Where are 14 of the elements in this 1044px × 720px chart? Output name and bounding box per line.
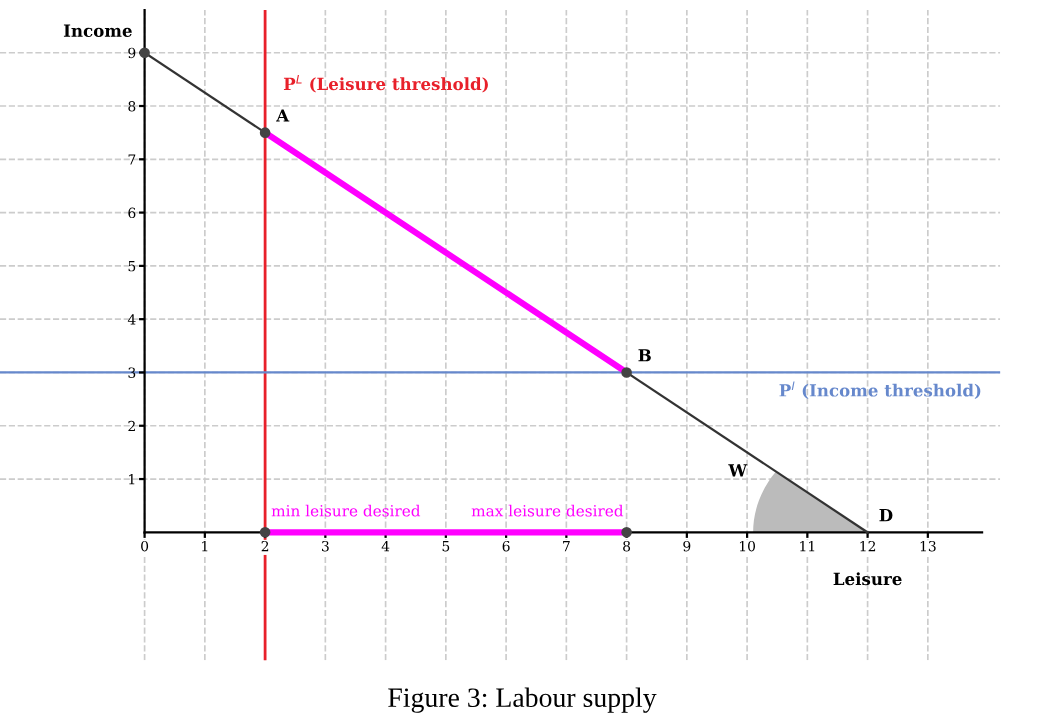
point (621, 527, 632, 538)
annotation: B (638, 349, 651, 362)
point (259, 127, 271, 138)
point (621, 367, 632, 378)
caption: Figure 3: Labour supply (388, 687, 657, 713)
ref-line-label: P$^{L}$ (Leisure threshold) (283, 75, 488, 93)
annotation: W (728, 464, 748, 477)
annotation: A (276, 109, 290, 122)
point (259, 527, 271, 538)
x-axis-title: Leisure (833, 572, 902, 586)
y-axis-title: Income (63, 24, 132, 37)
point (139, 47, 150, 59)
ref-line-label: P$^{I}$ (Income threshold) (779, 381, 981, 399)
annotation: D (879, 509, 893, 522)
